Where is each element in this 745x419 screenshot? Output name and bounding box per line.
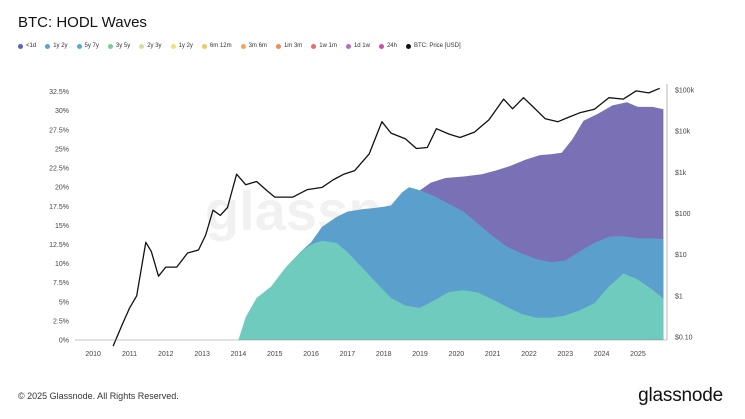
y-left-tick-label: 32.5% (49, 89, 69, 96)
y-right-tick-label: $10k (675, 129, 691, 136)
legend-dot-icon (18, 43, 23, 49)
legend-item[interactable]: 1y 2y (170, 43, 193, 49)
legend-item[interactable]: 3y 5y (107, 43, 131, 49)
legend-dot-icon (378, 43, 384, 49)
legend-dot-icon (405, 43, 411, 49)
legend-label: 1y 2y (178, 43, 193, 49)
legend-dot-icon (45, 43, 51, 49)
x-tick-label: 2020 (449, 351, 465, 358)
y-right-tick-label: $0.10 (675, 335, 693, 342)
x-tick-label: 2023 (558, 351, 574, 358)
legend-dot-icon (240, 43, 246, 49)
y-right-tick-label: $100 (675, 211, 691, 218)
y-right-tick-label: $1 (675, 293, 683, 300)
y-left-tick-label: 15% (55, 223, 69, 230)
price-line (112, 87, 660, 347)
legend-item[interactable]: 1m 3m (275, 43, 303, 49)
legend-label: 1m 3m (283, 43, 303, 49)
legend-dot-icon (139, 43, 145, 49)
x-tick-label: 2012 (158, 351, 174, 358)
y-left-tick-label: 7.5% (53, 280, 69, 287)
legend-label: 5y 7y (84, 43, 99, 49)
y-left-tick-label: 17.5% (49, 204, 69, 211)
y-left-tick-label: 25% (55, 146, 69, 153)
legend-label: 1w 1m (319, 43, 337, 49)
legend-label: 6m 12m (209, 43, 232, 49)
axes-layer: 2010 2011 2012 2013 2014 2015 2016 2017 2018 2019… (49, 84, 695, 358)
y-left-tick-label: 30% (55, 108, 69, 115)
area-series-3y-5y (238, 240, 664, 340)
legend-label: 3y 5y (115, 43, 131, 49)
x-tick-label: 2016 (303, 351, 319, 358)
y-left-tick-label: 12.5% (49, 242, 69, 249)
x-tick-label: 2011 (122, 351, 137, 358)
chart-legend: <1d 1y 2y 5y 7y 3y 5y 2y 3y 1y 2y 6m 12m 3m 6m 1… (18, 43, 461, 49)
legend-label: BTC: Price [USD] (413, 43, 461, 49)
x-tick-label: 2025 (630, 351, 646, 358)
legend-dot-icon (311, 43, 317, 49)
price-layer (112, 87, 660, 347)
legend-item[interactable]: 2y 3y (139, 43, 162, 49)
legend-label: 1d 1w (353, 43, 370, 49)
y-left-tick-label: 27.5% (49, 127, 69, 134)
x-tick-label: 2019 (412, 351, 428, 358)
chart-title: BTC: HODL Waves (18, 14, 147, 31)
y-left-tick-label: 10% (55, 261, 69, 268)
legend-label: 24h (386, 43, 397, 49)
x-tick-label: 2014 (231, 351, 247, 358)
legend-dot-icon (107, 43, 113, 49)
y-left-tick-label: 2.5% (53, 318, 69, 325)
legend-item[interactable]: 3m 6m (240, 43, 267, 49)
y-left-tick-label: 0% (59, 338, 69, 345)
x-tick-label: 2015 (267, 351, 283, 358)
legend-label: 3m 6m (248, 43, 267, 49)
legend-dot-icon (201, 43, 207, 49)
legend-item[interactable]: 6m 12m (201, 43, 232, 49)
legend-dot-icon (345, 43, 351, 49)
legend-item[interactable]: 1y 2y (45, 43, 68, 49)
legend-item[interactable]: 5y 7y (76, 43, 99, 49)
y-right-tick-label: $10 (675, 252, 687, 259)
copyright-text: © 2025 Glassnode. All Rights Reserved. (18, 391, 179, 401)
x-tick-label: 2017 (340, 351, 356, 358)
legend-dot-icon (275, 43, 281, 49)
legend-dot-icon (170, 43, 176, 49)
x-tick-label: 2018 (376, 351, 392, 358)
legend-item[interactable]: 24h (378, 43, 397, 49)
x-tick-label: 2013 (194, 351, 210, 358)
legend-label: 1y 2y (53, 43, 68, 49)
x-tick-label: 2024 (594, 351, 610, 358)
x-tick-label: 2021 (485, 351, 501, 358)
legend-item[interactable]: <1d (18, 43, 36, 49)
x-tick-label: 2022 (521, 351, 537, 358)
y-left-tick-label: 20% (55, 185, 69, 192)
brand-logo: glassnode (638, 385, 723, 406)
legend-item[interactable]: 1d 1w (345, 43, 370, 49)
area-layer (238, 102, 664, 340)
legend-item[interactable]: 1w 1m (311, 43, 337, 49)
legend-item[interactable]: BTC: Price [USD] (405, 43, 461, 49)
y-right-tick-label: $1k (675, 170, 687, 177)
y-left-tick-label: 5% (59, 299, 69, 306)
legend-label: <1d (26, 43, 37, 49)
y-right-tick-label: $100k (675, 88, 695, 95)
legend-label: 2y 3y (147, 43, 162, 49)
legend-dot-icon (76, 43, 82, 49)
x-tick-label: 2010 (85, 351, 101, 358)
y-left-tick-label: 22.5% (49, 166, 69, 173)
